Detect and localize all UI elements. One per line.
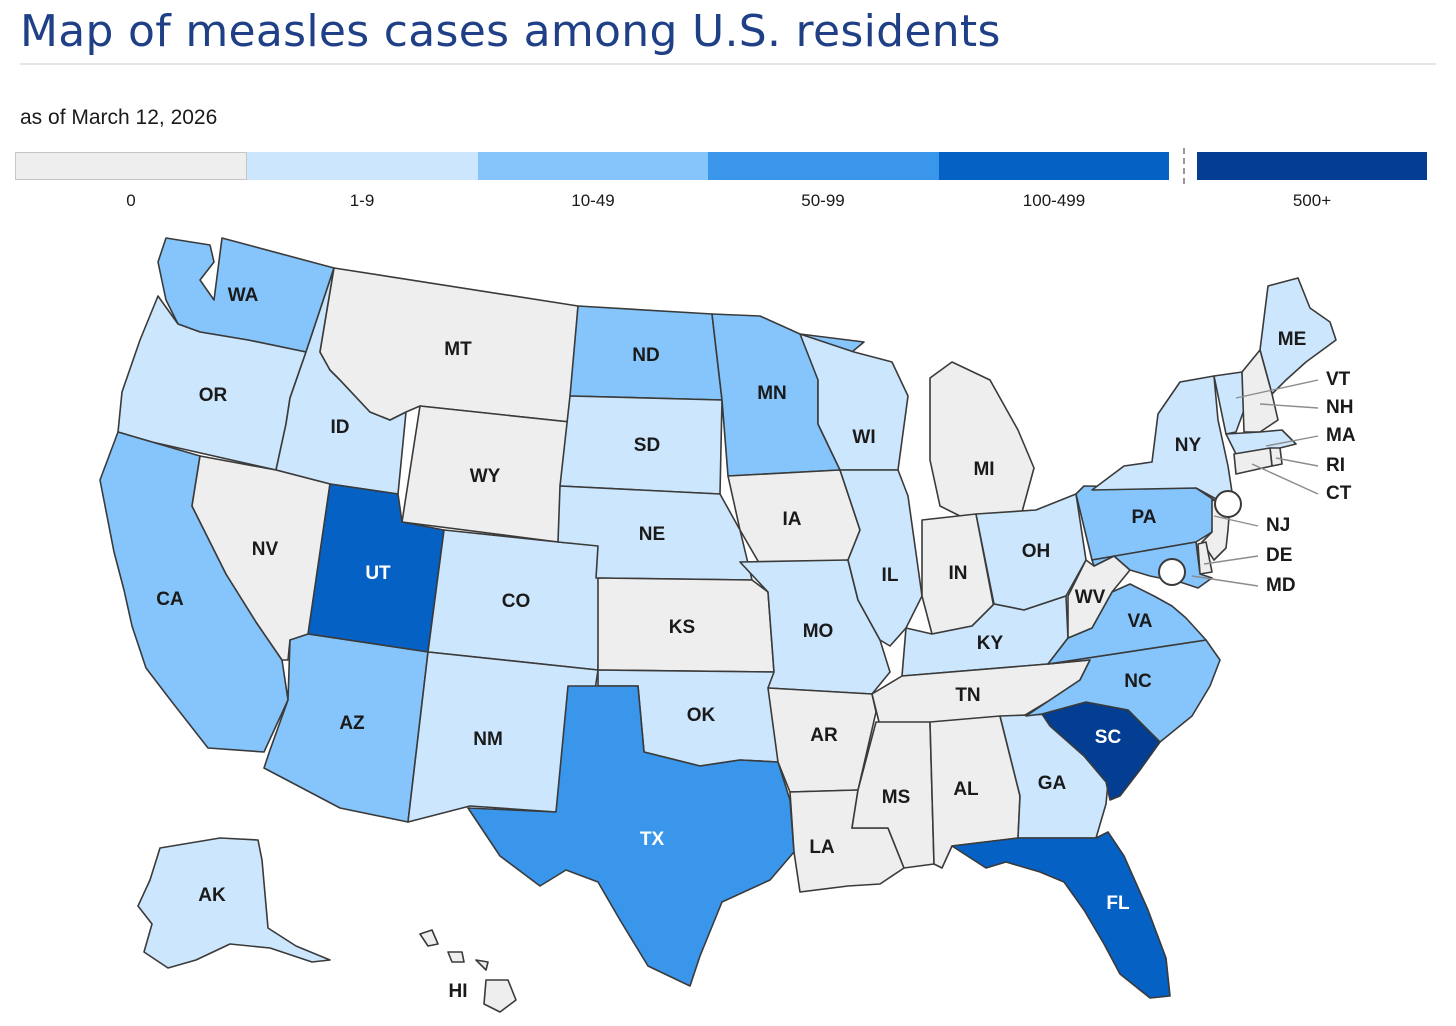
state-label-ma: MA [1326, 425, 1356, 446]
legend-separator [1183, 148, 1185, 184]
state-label-ky: KY [977, 633, 1004, 654]
state-label-wi: WI [852, 427, 875, 448]
callout-line-ct [1251, 463, 1319, 495]
state-vt[interactable] [1213, 371, 1245, 435]
state-label-ks: KS [669, 617, 695, 638]
callout-line-ma [1265, 435, 1319, 447]
dc-circle-marker [1158, 558, 1186, 586]
state-tx[interactable] [467, 685, 795, 987]
state-label-va: VA [1128, 611, 1153, 632]
state-fl[interactable] [951, 831, 1171, 999]
state-label-in: IN [949, 563, 968, 584]
callout-line-de [1203, 555, 1259, 565]
state-label-id: ID [331, 417, 350, 438]
state-label-nv: NV [252, 539, 279, 560]
legend-label-0: 0 [126, 191, 136, 210]
state-label-sd: SD [634, 435, 660, 456]
state-label-nd: ND [632, 345, 659, 366]
legend-swatch-50-99 [708, 152, 939, 180]
state-label-de: DE [1266, 545, 1292, 566]
state-label-ar: AR [810, 725, 838, 746]
state-label-ut: UT [365, 563, 391, 584]
state-label-fl: FL [1106, 893, 1130, 914]
state-label-ny: NY [1175, 435, 1202, 456]
legend-swatch-500-plus [1197, 152, 1427, 180]
state-label-ri: RI [1326, 455, 1345, 476]
callout-line-vt [1235, 379, 1319, 399]
state-label-ga: GA [1038, 773, 1067, 794]
state-label-ne: NE [639, 524, 665, 545]
state-label-nj: NJ [1266, 515, 1290, 536]
state-mi[interactable] [929, 361, 1035, 521]
state-label-oh: OH [1022, 541, 1051, 562]
state-label-mt: MT [444, 339, 472, 360]
callout-line-nj [1213, 515, 1259, 527]
state-label-pa: PA [1132, 507, 1157, 528]
state-ct[interactable] [1233, 447, 1273, 475]
state-label-ia: IA [783, 509, 802, 530]
legend-label-1-9: 1-9 [349, 191, 375, 210]
state-label-il: IL [882, 565, 899, 586]
callout-line-ri [1275, 457, 1319, 467]
page-title: Map of measles cases among U.S. resident… [20, 6, 1001, 57]
state-hi[interactable] [419, 929, 517, 1013]
state-label-mi: MI [973, 459, 994, 480]
state-label-ct: CT [1326, 483, 1352, 504]
legend-label-50-99: 50-99 [801, 191, 845, 210]
state-label-ak: AK [198, 885, 226, 906]
state-label-me: ME [1278, 329, 1307, 350]
state-label-la: LA [809, 837, 835, 858]
legend-swatch-1-9 [247, 152, 478, 180]
state-label-nc: NC [1124, 671, 1152, 692]
state-label-tx: TX [640, 829, 665, 850]
legend-swatch-10-49 [478, 152, 708, 180]
state-label-wy: WY [470, 466, 501, 487]
state-label-tn: TN [955, 685, 980, 706]
state-nv[interactable] [191, 455, 331, 661]
state-label-ok: OK [687, 705, 716, 726]
state-label-ca: CA [156, 589, 184, 610]
state-label-or: OR [199, 385, 228, 406]
state-label-vt: VT [1326, 369, 1351, 390]
state-ak[interactable] [137, 837, 331, 969]
state-nh[interactable] [1241, 349, 1279, 433]
state-il[interactable] [839, 469, 923, 647]
callout-line-md [1191, 575, 1259, 587]
state-label-wa: WA [228, 285, 259, 306]
as-of-date: as of March 12, 2026 [20, 106, 218, 129]
state-ny[interactable] [1091, 375, 1233, 501]
state-label-sc: SC [1095, 727, 1122, 748]
legend-label-10-49: 10-49 [571, 191, 615, 210]
state-nc[interactable] [1025, 639, 1221, 743]
nj-circle-marker [1214, 490, 1242, 518]
state-label-mn: MN [757, 383, 787, 404]
state-label-md: MD [1266, 575, 1296, 596]
state-label-nh: NH [1326, 397, 1353, 418]
state-label-az: AZ [339, 713, 365, 734]
state-label-co: CO [502, 591, 531, 612]
legend-label-500-plus: 500+ [1292, 191, 1332, 210]
state-label-ms: MS [882, 787, 911, 808]
title-divider [20, 63, 1436, 65]
legend-label-100-499: 100-499 [1022, 191, 1086, 210]
state-label-wv: WV [1075, 587, 1106, 608]
legend-swatch-0 [15, 152, 247, 180]
callout-line-nh [1259, 403, 1319, 409]
state-label-nm: NM [473, 729, 503, 750]
state-label-mo: MO [803, 621, 834, 642]
state-label-hi: HI [449, 981, 468, 1002]
legend-swatch-100-499 [939, 152, 1169, 180]
state-label-al: AL [953, 779, 979, 800]
